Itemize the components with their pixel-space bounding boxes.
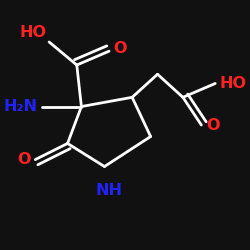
Text: H₂N: H₂N [4, 99, 37, 114]
Text: NH: NH [96, 183, 122, 198]
Text: O: O [17, 152, 31, 167]
Text: O: O [114, 42, 127, 56]
Text: HO: HO [20, 25, 47, 40]
Text: HO: HO [220, 76, 247, 91]
Text: O: O [206, 118, 220, 132]
